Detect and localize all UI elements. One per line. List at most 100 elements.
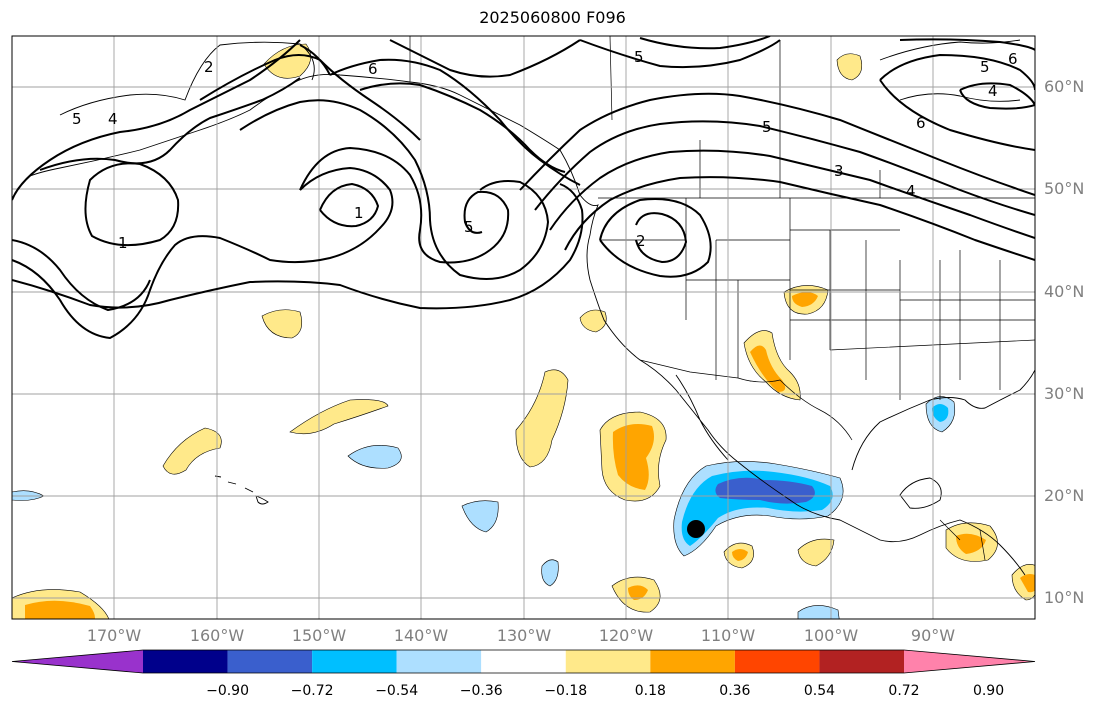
longitude-label: 100°W xyxy=(803,626,859,645)
warm-anomaly-region xyxy=(579,309,607,333)
warm-anomaly-region xyxy=(162,427,222,475)
latitude-label: 50°N xyxy=(1044,179,1085,198)
map-frame xyxy=(11,35,1036,620)
longitude-label: 170°W xyxy=(86,626,142,645)
colorbar-tick-label: 0.54 xyxy=(803,683,836,699)
colorbar-swatch xyxy=(227,650,313,673)
colorbar-tick-label: −0.72 xyxy=(290,683,334,699)
contour-label: 5 xyxy=(72,110,82,128)
contour-line xyxy=(635,212,688,264)
longitude-label: 140°W xyxy=(393,626,449,645)
latitude-label: 10°N xyxy=(1044,588,1085,607)
longitude-label: 130°W xyxy=(496,626,552,645)
contour-line xyxy=(389,39,581,78)
central-america-borders xyxy=(939,519,986,561)
contour-line xyxy=(564,176,1035,261)
warm-anomaly-region xyxy=(263,43,312,79)
cool-anomaly-region xyxy=(347,445,402,469)
longitude-label: 120°W xyxy=(598,626,654,645)
contour-label: 4 xyxy=(988,82,998,100)
contour-line xyxy=(39,77,301,171)
longitude-label: 160°W xyxy=(189,626,245,645)
contour-label: 5 xyxy=(762,118,772,136)
warm-anomaly-region xyxy=(797,538,835,567)
map-title: 2025060800 F096 xyxy=(479,8,626,27)
contour-label: 1 xyxy=(118,234,128,252)
contour-line xyxy=(519,92,1035,196)
cool-anomaly-region xyxy=(461,500,499,533)
contour-line xyxy=(549,149,1035,239)
warm-anomaly-core xyxy=(628,585,648,600)
contour-label: 6 xyxy=(916,114,926,132)
colorbar-tick-label: −0.90 xyxy=(206,683,249,699)
colorbar xyxy=(11,649,1036,674)
contour-lines xyxy=(12,36,1035,340)
colorbar-tick-label: 0.90 xyxy=(972,683,1005,699)
warm-anomaly-region xyxy=(261,309,303,339)
warm-anomaly-core xyxy=(612,424,654,490)
colorbar-tick-label: 0.18 xyxy=(634,683,666,699)
colorbar-swatch xyxy=(143,650,228,673)
warm-anomaly-core xyxy=(956,533,986,554)
colorbar-swatch xyxy=(396,650,482,673)
contour-line xyxy=(12,239,151,312)
contour-line xyxy=(319,182,380,228)
cool-anomaly-core xyxy=(715,477,815,504)
warm-anomaly-region xyxy=(836,53,863,81)
warm-anomaly-core xyxy=(1020,574,1035,593)
contour-line xyxy=(899,38,1035,51)
contour-label: 4 xyxy=(906,182,916,200)
contour-line xyxy=(639,36,771,50)
contour-label: 6 xyxy=(368,60,378,78)
contour-line xyxy=(879,53,1035,151)
contour-label: 5 xyxy=(464,218,474,236)
warm-anomaly-core xyxy=(25,600,95,619)
colorbar-tick-label: 0.72 xyxy=(888,683,920,699)
warm-anomaly-region xyxy=(289,399,389,435)
latitude-label: 40°N xyxy=(1044,282,1085,301)
contour-label: 3 xyxy=(834,162,844,180)
colorbar-swatch xyxy=(481,650,566,673)
contour-label: 6 xyxy=(1008,50,1018,68)
colorbar-tick-label: −0.36 xyxy=(459,683,503,699)
contour-line xyxy=(12,166,394,340)
colorbar-extend-low xyxy=(12,650,143,673)
gridlines xyxy=(12,36,1035,619)
contour-labels: 1 1 2 2 3 4 4 4 5 5 5 5 5 6 6 6 xyxy=(72,48,1018,252)
colorbar-swatch xyxy=(650,650,735,673)
latitude-label: 60°N xyxy=(1044,77,1085,96)
colorbar-tick-label: −0.54 xyxy=(375,683,419,699)
contour-line xyxy=(959,82,1035,110)
colorbar-extend-high xyxy=(904,650,1035,673)
contour-label: 2 xyxy=(204,58,214,76)
cool-anomaly-region xyxy=(541,559,559,587)
longitude-label: 90°W xyxy=(910,626,956,645)
colorbar-tick-label: 0.36 xyxy=(719,683,751,699)
colorbar-tick-label: −0.18 xyxy=(544,683,588,699)
longitude-label: 110°W xyxy=(700,626,756,645)
warm-anomaly-core xyxy=(750,345,786,392)
latitude-label: 30°N xyxy=(1044,384,1085,403)
contour-line xyxy=(534,120,1035,216)
contour-line xyxy=(12,183,584,310)
latitude-label: 20°N xyxy=(1044,486,1085,505)
map-background xyxy=(12,36,1035,619)
colorbar-swatch xyxy=(819,650,904,673)
contour-line xyxy=(359,82,566,173)
hawaii-islands xyxy=(214,475,269,505)
contour-line xyxy=(12,39,301,201)
colorbar-swatch xyxy=(312,650,397,673)
colorbar-outline xyxy=(11,649,1036,674)
warm-anomaly-core xyxy=(792,292,818,307)
contour-label: 4 xyxy=(108,110,118,128)
contour-line xyxy=(579,39,781,69)
cool-anomaly-region xyxy=(797,605,840,619)
colorbar-swatch xyxy=(565,650,651,673)
contour-line xyxy=(599,198,712,278)
cool-anomaly-mid xyxy=(932,404,949,422)
contour-label: 2 xyxy=(636,232,646,250)
storm-center-marker xyxy=(687,520,705,538)
contour-line xyxy=(84,162,180,247)
contour-label: 5 xyxy=(980,58,990,76)
